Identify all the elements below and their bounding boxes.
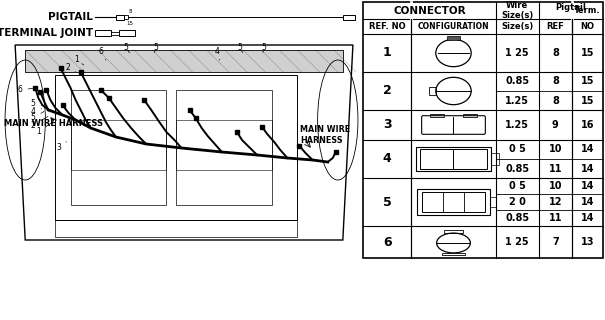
Text: 5: 5 xyxy=(154,44,159,52)
Bar xyxy=(447,36,460,40)
Text: 1: 1 xyxy=(74,55,83,65)
Text: 6: 6 xyxy=(18,85,33,94)
Text: 6: 6 xyxy=(383,236,391,249)
Text: 8: 8 xyxy=(552,76,559,86)
Text: 5: 5 xyxy=(383,196,391,209)
Bar xyxy=(444,229,463,233)
Text: 12: 12 xyxy=(549,197,562,207)
Bar xyxy=(124,15,128,19)
Text: 5: 5 xyxy=(238,44,243,52)
Text: CONFIGURATION: CONFIGURATION xyxy=(417,22,489,31)
Text: 0 5: 0 5 xyxy=(509,145,526,155)
Text: MAIN WIRE
HARNESS: MAIN WIRE HARNESS xyxy=(301,125,351,145)
Bar xyxy=(416,147,491,171)
Text: 5: 5 xyxy=(123,44,129,53)
Text: 1 25: 1 25 xyxy=(505,48,529,58)
Bar xyxy=(177,120,272,170)
Text: CONNECTOR: CONNECTOR xyxy=(393,5,466,15)
Text: 1.25: 1.25 xyxy=(505,95,529,106)
Bar xyxy=(417,189,490,215)
Text: REF. NO: REF. NO xyxy=(369,22,405,31)
Bar xyxy=(95,30,111,36)
Text: 6: 6 xyxy=(99,47,106,60)
Bar xyxy=(442,253,465,255)
Bar xyxy=(25,50,343,72)
Bar xyxy=(71,120,166,170)
Text: 2: 2 xyxy=(65,62,76,72)
Text: 15: 15 xyxy=(126,21,134,26)
Text: 10: 10 xyxy=(549,181,562,191)
Bar xyxy=(71,90,166,205)
Text: 1: 1 xyxy=(36,122,53,137)
Text: Pigtail: Pigtail xyxy=(555,4,586,12)
Bar xyxy=(343,14,355,20)
Text: 4: 4 xyxy=(383,153,391,165)
Text: 4: 4 xyxy=(31,107,42,116)
Bar xyxy=(430,87,436,95)
Text: 8: 8 xyxy=(128,9,132,14)
Text: 0.85: 0.85 xyxy=(505,213,529,223)
Text: 16: 16 xyxy=(581,120,594,130)
Text: 1: 1 xyxy=(383,46,391,60)
Text: 0.85: 0.85 xyxy=(505,164,529,173)
Bar xyxy=(111,31,119,35)
Text: 0 5: 0 5 xyxy=(509,181,526,191)
Text: 5: 5 xyxy=(262,44,267,52)
Text: 7: 7 xyxy=(552,237,558,247)
Text: 9: 9 xyxy=(552,120,558,130)
Text: 10: 10 xyxy=(549,145,562,155)
Text: 14: 14 xyxy=(581,213,594,223)
Bar xyxy=(363,2,603,258)
Text: 2 0: 2 0 xyxy=(509,197,526,207)
Text: Wire
Size(s): Wire Size(s) xyxy=(501,1,534,20)
Text: 1.25: 1.25 xyxy=(505,120,529,130)
Text: 14: 14 xyxy=(581,145,594,155)
Text: 14: 14 xyxy=(581,164,594,173)
Text: 5: 5 xyxy=(31,100,42,108)
Bar xyxy=(490,197,495,207)
Text: 3: 3 xyxy=(383,118,391,132)
Bar xyxy=(430,114,444,117)
Bar xyxy=(463,114,477,117)
Bar xyxy=(56,75,298,220)
Bar xyxy=(119,30,135,36)
Bar xyxy=(422,192,485,212)
Text: REF: REF xyxy=(546,22,564,31)
Text: 3: 3 xyxy=(56,142,67,153)
Bar xyxy=(491,153,499,165)
Text: 14: 14 xyxy=(581,197,594,207)
Text: 2: 2 xyxy=(383,84,391,98)
Bar xyxy=(177,90,272,205)
Bar xyxy=(56,220,298,237)
Text: PIGTAIL: PIGTAIL xyxy=(48,12,93,22)
Text: 15: 15 xyxy=(581,76,594,86)
Text: Term.: Term. xyxy=(574,6,601,15)
Text: TERMINAL JOINT: TERMINAL JOINT xyxy=(0,28,93,38)
Text: 4: 4 xyxy=(214,47,220,60)
Text: 11: 11 xyxy=(549,213,562,223)
Text: 8: 8 xyxy=(552,48,559,58)
Text: NO: NO xyxy=(580,22,595,31)
Text: 0.85: 0.85 xyxy=(505,76,529,86)
Text: Size(s): Size(s) xyxy=(501,22,534,31)
Text: 8: 8 xyxy=(552,95,559,106)
Bar xyxy=(116,14,124,20)
Text: MAIN WIRE HARNESS: MAIN WIRE HARNESS xyxy=(4,118,103,127)
Text: 1 25: 1 25 xyxy=(505,237,529,247)
Text: 11: 11 xyxy=(549,164,562,173)
Text: 5: 5 xyxy=(31,111,44,123)
Text: 15: 15 xyxy=(581,95,594,106)
Text: 14: 14 xyxy=(581,181,594,191)
Text: 2: 2 xyxy=(31,116,48,130)
Text: 13: 13 xyxy=(581,237,594,247)
Text: 15: 15 xyxy=(581,48,594,58)
Bar xyxy=(420,149,487,169)
